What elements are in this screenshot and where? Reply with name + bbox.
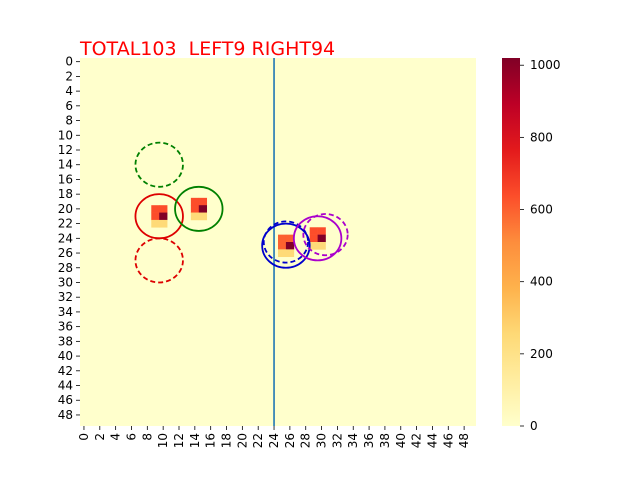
circle-marker (134, 237, 184, 284)
heatmap-cell (190, 212, 200, 221)
y-tick-label: 24 (58, 231, 73, 245)
circle-marker (134, 141, 184, 188)
y-tick-label: 48 (58, 408, 73, 422)
heatmap-cell (278, 249, 287, 258)
heatmap-cell (159, 205, 168, 213)
heatmap-cell (285, 234, 295, 243)
x-tick-label: 40 (394, 433, 408, 448)
y-tick-label: 46 (58, 393, 73, 407)
y-tick-label: 4 (65, 84, 73, 98)
circle-marker (302, 213, 349, 257)
colorbar (502, 58, 520, 426)
x-axis-ticks: 0 2 4 6 8 10 12 14 16 18 20 22 24 26 28 30 32 34 36 38 40 42 4… (77, 426, 471, 448)
y-tick-label: 32 (58, 290, 73, 304)
x-tick-label: 18 (220, 433, 234, 448)
heatmap-cell (190, 205, 200, 213)
x-tick-label: 8 (140, 433, 154, 441)
y-tick-label: 40 (58, 349, 73, 363)
x-tick-label: 0 (77, 433, 91, 441)
heatmap-cell (151, 212, 160, 221)
x-tick-label: 6 (124, 433, 138, 441)
y-tick-label: 36 (58, 320, 73, 334)
heatmap-cell (198, 197, 208, 206)
colorbar-tick-label: 600 (530, 203, 553, 217)
y-tick-label: 10 (58, 128, 73, 142)
colorbar-tick-label: 0 (530, 419, 538, 433)
y-tick-label: 28 (58, 261, 73, 275)
heatmap-cell (317, 234, 326, 243)
x-tick-label: 16 (204, 433, 218, 448)
heatmap-cell (198, 205, 208, 213)
y-tick-label: 38 (58, 334, 73, 348)
y-tick-label: 30 (58, 275, 73, 289)
x-tick-label: 12 (172, 433, 186, 448)
y-tick-label: 22 (58, 217, 73, 231)
circle-marker (292, 215, 343, 262)
heatmap-cell (278, 242, 287, 250)
heatmap-cell (278, 234, 287, 243)
y-tick-label: 44 (58, 379, 73, 393)
y-axis-ticks: 0246810121416182022242628303234363840424… (58, 55, 80, 422)
x-tick-label: 38 (378, 433, 392, 448)
heatmap-cell (151, 205, 160, 213)
x-tick-label: 34 (346, 433, 360, 448)
y-tick-label: 26 (58, 246, 73, 260)
colorbar-tick-label: 200 (530, 347, 553, 361)
y-tick-label: 6 (65, 99, 73, 113)
x-tick-label: 42 (410, 433, 424, 448)
circle-marker (174, 185, 224, 232)
heatmap-cell (159, 212, 168, 221)
y-tick-label: 18 (58, 187, 73, 201)
heatmap-cell (198, 212, 208, 221)
heatmap-cell (309, 227, 318, 235)
heatmap-cell (309, 242, 318, 250)
circle-marker (261, 222, 311, 269)
heatmap-cell (151, 219, 160, 228)
x-tick-label: 44 (425, 433, 439, 448)
colorbar-tick-label: 1000 (530, 58, 561, 72)
y-tick-label: 42 (58, 364, 73, 378)
y-tick-label: 34 (58, 305, 73, 319)
heatmap-cell (317, 242, 326, 250)
x-tick-label: 36 (362, 433, 376, 448)
x-tick-label: 14 (188, 433, 202, 448)
y-tick-label: 16 (58, 172, 73, 186)
x-tick-label: 10 (156, 433, 170, 448)
y-tick-label: 8 (65, 114, 73, 128)
x-tick-label: 20 (235, 433, 249, 448)
x-tick-label: 46 (441, 433, 455, 448)
heatmap-cells (151, 197, 326, 258)
x-tick-label: 26 (283, 433, 297, 448)
x-tick-label: 32 (330, 433, 344, 448)
y-tick-label: 14 (58, 158, 73, 172)
x-tick-label: 24 (267, 433, 281, 448)
x-tick-label: 28 (299, 433, 313, 448)
x-tick-label: 22 (251, 433, 265, 448)
circle-marker (262, 220, 309, 264)
y-tick-label: 12 (58, 143, 73, 157)
heatmap-cell (159, 219, 168, 228)
x-tick-label: 30 (315, 433, 329, 448)
colorbar-tick-label: 800 (530, 130, 553, 144)
heatmap-cell (309, 234, 318, 243)
y-tick-label: 2 (65, 69, 73, 83)
y-tick-label: 0 (65, 55, 73, 69)
chart-title: TOTAL103 LEFT9 RIGHT94 (80, 38, 336, 60)
heatmap-overlays (134, 58, 349, 426)
x-tick-label: 4 (109, 433, 123, 441)
colorbar-ticks: 0 200 400 600 800 1000 (520, 58, 561, 433)
heatmap-cell (285, 242, 295, 250)
x-tick-label: 2 (93, 433, 107, 441)
colorbar-tick-label: 400 (530, 275, 553, 289)
y-tick-label: 20 (58, 202, 73, 216)
heatmap-cell (285, 249, 295, 258)
heatmap-cell (317, 227, 326, 235)
heatmap-cell (190, 197, 200, 206)
x-tick-label: 48 (457, 433, 471, 448)
